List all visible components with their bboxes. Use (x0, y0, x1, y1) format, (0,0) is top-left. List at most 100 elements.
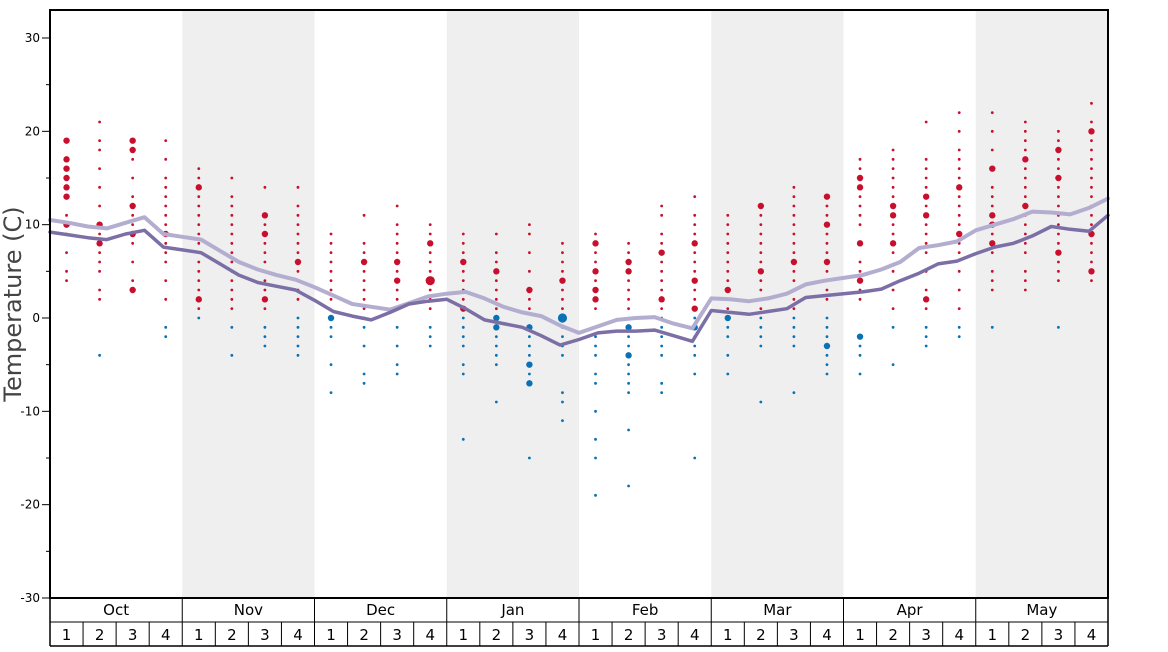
cold-dot (825, 325, 829, 329)
warm-dot (990, 288, 994, 292)
warm-dot (891, 232, 895, 236)
warm-dot (296, 269, 300, 273)
warm-dot (957, 307, 961, 311)
warm-dot (528, 269, 531, 273)
cold-dot (759, 344, 763, 348)
warm-dot (924, 251, 928, 255)
warm-dot (759, 251, 763, 255)
warm-dot (858, 269, 862, 273)
cold-dot (528, 344, 531, 348)
warm-dot (561, 251, 564, 255)
warm-dot (924, 176, 928, 180)
cold-dot (660, 391, 664, 395)
series-line-light (48, 196, 1110, 335)
warm-dot (957, 251, 961, 255)
week-label: 2 (624, 626, 634, 644)
warm-dot (891, 185, 895, 189)
warm-dot (1090, 157, 1093, 161)
week-label: 4 (954, 626, 964, 644)
cold-dot (98, 353, 101, 357)
warm-dot (660, 307, 664, 311)
warm-dot (329, 251, 333, 255)
cold-dot (792, 344, 796, 348)
warm-dot (1090, 251, 1093, 255)
warm-dot (1023, 139, 1027, 143)
warm-dot (825, 241, 829, 245)
warm-dot (96, 240, 103, 247)
warm-dot (792, 297, 796, 301)
warm-dot (823, 258, 831, 266)
warm-dot (594, 251, 597, 255)
cold-dot (561, 335, 564, 339)
warm-dot (891, 167, 895, 171)
warm-dot (329, 241, 333, 245)
warm-dot (1057, 157, 1060, 161)
warm-dot (792, 195, 796, 199)
warm-dot (691, 277, 698, 284)
cold-dot (164, 335, 168, 339)
warm-dot (395, 241, 399, 245)
warm-dot (1088, 268, 1095, 275)
warm-dot (164, 223, 168, 227)
week-label: 4 (690, 626, 700, 644)
warm-dot (362, 213, 366, 217)
warm-dot (129, 137, 136, 144)
month-shade-jan (446, 10, 579, 598)
warm-dot (924, 232, 928, 236)
warm-dot (195, 296, 202, 303)
cold-dot (825, 372, 829, 376)
warm-dot (65, 213, 68, 217)
warm-dot (990, 148, 994, 152)
warm-dot (627, 279, 630, 283)
warm-dot (428, 307, 432, 311)
warm-dot (625, 268, 632, 275)
warm-dot (825, 297, 829, 301)
warm-dot (858, 213, 862, 217)
week-label: 3 (260, 626, 270, 644)
warm-dot (825, 251, 829, 255)
warm-dot (956, 230, 963, 238)
warm-dot (197, 269, 201, 273)
month-label-dec: Dec (366, 601, 395, 619)
cold-dot (693, 344, 697, 348)
warm-dot (197, 176, 201, 180)
week-label: 2 (888, 626, 898, 644)
cold-dot (296, 316, 300, 320)
warm-dot (362, 307, 366, 311)
warm-dot (561, 307, 564, 311)
cold-dot (891, 363, 895, 367)
cold-dot (858, 353, 862, 357)
warm-dot (1090, 260, 1093, 264)
warm-dot (889, 212, 897, 219)
warm-dot (856, 174, 864, 182)
warm-dot (98, 185, 101, 189)
cold-dot (594, 344, 597, 348)
cold-dot (924, 344, 928, 348)
warm-dot (230, 241, 234, 245)
warm-dot (230, 213, 234, 217)
y-axis: -30 -20 -10 0 10 20 30 (20, 31, 50, 605)
warm-dot (1022, 202, 1029, 210)
warm-dot (131, 223, 135, 227)
warm-dot (230, 297, 234, 301)
y-tick-label: -10 (20, 404, 40, 418)
warm-dot (658, 296, 665, 303)
warm-dot (98, 288, 101, 292)
cold-dot (296, 325, 300, 329)
scatter-dots (63, 101, 1095, 497)
week-label: 1 (988, 626, 998, 644)
cold-dot (726, 353, 730, 357)
warm-dot (164, 139, 168, 143)
month-label-oct: Oct (103, 601, 129, 619)
week-label: 4 (293, 626, 303, 644)
cold-dot (858, 344, 862, 348)
warm-dot (263, 307, 267, 311)
warm-dot (561, 297, 564, 301)
warm-dot (726, 251, 730, 255)
warm-dot (990, 269, 994, 273)
warm-dot (1023, 251, 1027, 255)
cold-dot (627, 372, 630, 376)
month-shade-mar (711, 10, 844, 598)
warm-dot (924, 157, 928, 161)
